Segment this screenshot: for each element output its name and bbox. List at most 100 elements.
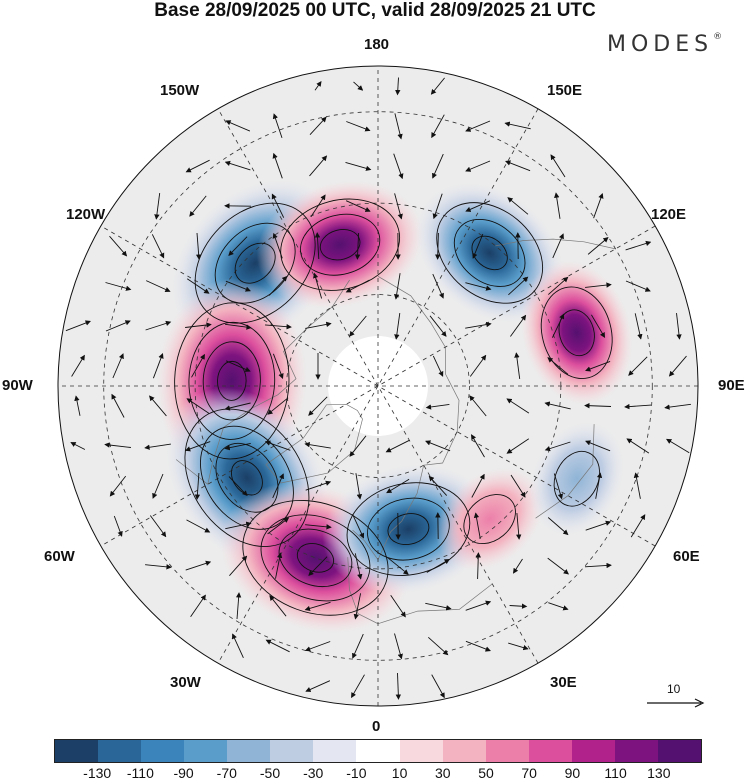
wind-vector bbox=[305, 680, 331, 692]
wind-vector bbox=[435, 232, 441, 260]
anomaly-low-140E bbox=[415, 182, 564, 324]
wind-vector bbox=[585, 440, 611, 452]
coastline bbox=[175, 407, 253, 485]
wind-vector bbox=[189, 195, 207, 217]
wind-vector bbox=[109, 475, 127, 497]
wind-vector bbox=[145, 320, 172, 331]
wind-vector bbox=[186, 278, 210, 294]
wind-vector bbox=[144, 443, 171, 450]
colorbar-tick-label: 130 bbox=[647, 765, 671, 781]
modes-logo: MODES® bbox=[607, 32, 722, 57]
wind-vector bbox=[235, 592, 242, 620]
wind-vector bbox=[264, 324, 292, 330]
wind-vector bbox=[104, 442, 131, 448]
wind-vector bbox=[510, 314, 527, 337]
wind-vector bbox=[105, 320, 131, 332]
reference-arrow bbox=[647, 698, 705, 708]
colorbar-segment bbox=[55, 740, 99, 762]
wind-vector bbox=[352, 633, 364, 659]
wind-vector bbox=[584, 402, 612, 409]
wind-vector bbox=[393, 153, 404, 180]
wind-vector bbox=[313, 272, 323, 299]
wind-vector bbox=[224, 402, 251, 411]
wind-vector bbox=[587, 237, 609, 255]
wind-vector bbox=[425, 440, 451, 452]
wind-vector bbox=[265, 639, 290, 653]
wind-vector bbox=[626, 438, 650, 454]
wind-vector bbox=[345, 200, 371, 212]
wind-vector bbox=[310, 194, 326, 218]
lon-label-30w: 30W bbox=[170, 674, 201, 691]
wind-vector bbox=[272, 152, 283, 179]
wind-vector bbox=[352, 514, 365, 539]
wind-vector bbox=[65, 320, 91, 332]
wind-vector bbox=[595, 472, 603, 499]
contour-high-90W bbox=[217, 360, 247, 401]
wind-vector bbox=[465, 282, 492, 291]
wind-vector bbox=[112, 353, 124, 379]
wind-vector bbox=[664, 403, 691, 410]
contour-low-10E bbox=[387, 513, 430, 546]
wind-vector bbox=[308, 396, 328, 416]
wind-vector bbox=[304, 441, 331, 449]
lon-label-60e: 60E bbox=[673, 548, 700, 565]
wind-vector bbox=[152, 352, 164, 379]
lon-label-150w: 150W bbox=[160, 82, 200, 99]
lon-label-120w: 120W bbox=[66, 206, 106, 223]
wind-vector bbox=[272, 113, 283, 139]
colorbar-segment bbox=[657, 740, 701, 762]
colorbar-segment bbox=[614, 740, 658, 762]
wind-vector bbox=[267, 397, 289, 415]
wind-vectors bbox=[65, 77, 691, 700]
contour-low-140E bbox=[453, 218, 526, 287]
wind-vector bbox=[387, 557, 409, 575]
colorbar-segment bbox=[442, 740, 486, 762]
contour-low-140E bbox=[471, 235, 508, 271]
wind-vector bbox=[471, 473, 485, 498]
wind-vector bbox=[149, 395, 167, 417]
colorbar-tick-label: 110 bbox=[604, 765, 627, 781]
wind-vector bbox=[428, 475, 448, 496]
wind-vector bbox=[425, 602, 452, 611]
wind-vector bbox=[314, 80, 322, 91]
wind-vector bbox=[225, 120, 251, 132]
wind-vector bbox=[584, 562, 612, 569]
wind-vector bbox=[71, 354, 85, 377]
wind-vector bbox=[465, 600, 492, 611]
wind-vector bbox=[225, 521, 252, 530]
wind-vector bbox=[275, 552, 283, 579]
wind-vector bbox=[355, 473, 363, 500]
wind-vector bbox=[475, 552, 481, 580]
colorbar-tick-label: 50 bbox=[478, 765, 494, 781]
lon-label-30e: 30E bbox=[550, 674, 577, 691]
wind-vector bbox=[111, 393, 125, 418]
wind-vector bbox=[425, 403, 450, 410]
wind-vector bbox=[267, 517, 290, 535]
wind-vector bbox=[395, 672, 402, 700]
contour-high-90W bbox=[174, 302, 290, 460]
wind-vector bbox=[426, 559, 450, 573]
colorbar-segment bbox=[485, 740, 529, 762]
wind-vector bbox=[394, 633, 403, 660]
lon-label-90w: 90W bbox=[2, 377, 33, 394]
coastline bbox=[495, 238, 616, 250]
wind-vector bbox=[272, 473, 284, 499]
wind-vector bbox=[668, 355, 687, 377]
wind-vector bbox=[185, 560, 212, 571]
contour-high-165W bbox=[319, 229, 361, 261]
wind-vector bbox=[394, 193, 403, 220]
colorbar-segment bbox=[571, 740, 615, 762]
wind-vector bbox=[225, 360, 251, 372]
lon-label-180: 180 bbox=[364, 36, 390, 53]
wind-vector bbox=[272, 353, 284, 380]
wind-vector bbox=[232, 633, 244, 658]
colorbar-segment bbox=[356, 740, 400, 762]
wind-vector bbox=[185, 322, 212, 328]
wind-vector bbox=[308, 556, 328, 576]
contour-high-20W bbox=[242, 499, 389, 616]
wind-vector bbox=[516, 512, 522, 540]
wind-vector bbox=[186, 519, 211, 533]
colorbar-segment bbox=[313, 740, 357, 762]
wind-vector bbox=[195, 232, 202, 260]
